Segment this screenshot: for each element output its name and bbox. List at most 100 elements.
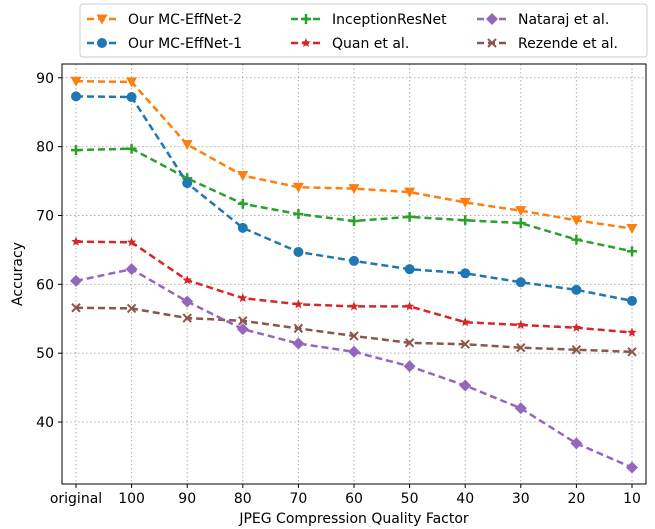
- data-point: [292, 182, 304, 193]
- series-our-mc-effnet-1: [71, 91, 637, 306]
- data-point: [237, 222, 248, 233]
- legend-label: Our MC-EffNet-2: [128, 12, 242, 28]
- data-point: [515, 277, 526, 288]
- data-point: [182, 178, 193, 189]
- data-point: [126, 92, 137, 103]
- x-tick-label: 60: [345, 491, 363, 507]
- x-tick-label: 40: [456, 491, 474, 507]
- x-tick-label: 70: [289, 491, 307, 507]
- data-point: [571, 234, 582, 245]
- data-point: [181, 295, 194, 308]
- legend-label: Quan et al.: [332, 36, 409, 52]
- data-point: [626, 461, 638, 474]
- data-point: [404, 187, 416, 198]
- legend-label: Rezende et al.: [518, 36, 618, 52]
- data-point: [571, 322, 582, 332]
- data-point: [71, 91, 81, 102]
- data-point: [293, 246, 304, 257]
- data-point: [238, 316, 248, 326]
- data-point: [348, 184, 360, 195]
- x-tick-label: 80: [234, 491, 252, 507]
- data-point: [126, 303, 137, 314]
- data-point: [238, 293, 248, 303]
- data-point: [181, 140, 193, 151]
- y-tick-label: 90: [36, 71, 54, 87]
- data-point: [570, 215, 582, 226]
- data-point: [348, 345, 360, 358]
- data-point: [237, 171, 249, 182]
- series-line: [75, 79, 633, 230]
- series-rezende-et-al: [71, 303, 637, 357]
- data-point: [71, 145, 81, 156]
- data-point: [126, 237, 137, 247]
- data-point: [515, 218, 526, 229]
- data-point: [627, 246, 637, 257]
- data-point: [627, 347, 637, 357]
- data-point: [71, 236, 81, 246]
- data-point: [126, 77, 138, 88]
- data-point: [460, 317, 470, 327]
- data-point: [182, 275, 192, 285]
- legend-entry: Our MC-EffNet-2: [87, 12, 242, 28]
- legend: Our MC-EffNet-2 Our MC-EffNet-1 InceptionR…: [79, 3, 648, 58]
- data-point: [126, 143, 137, 154]
- series-group: [70, 76, 638, 474]
- data-point: [514, 402, 527, 415]
- data-point: [627, 295, 637, 306]
- data-point: [349, 301, 359, 311]
- data-point: [404, 301, 415, 311]
- legend-swatch-marker: [97, 38, 107, 48]
- data-point: [459, 379, 472, 392]
- x-tick-label: 90: [178, 491, 196, 507]
- data-point: [349, 331, 359, 341]
- series-nataraj-et-al: [70, 263, 638, 474]
- data-point: [182, 313, 192, 323]
- data-point: [404, 264, 415, 275]
- series-quan-et-al: [71, 236, 637, 337]
- data-point: [516, 342, 526, 353]
- legend-swatch-marker: [301, 38, 311, 48]
- data-point: [403, 360, 416, 373]
- data-point: [627, 327, 637, 337]
- data-point: [460, 339, 470, 349]
- x-tick-label: 100: [118, 491, 145, 507]
- x-tick-label: original: [50, 491, 102, 507]
- x-axis-label: JPEG Compression Quality Factor: [238, 511, 469, 527]
- data-point: [293, 209, 304, 220]
- x-tick-label: 20: [567, 491, 585, 507]
- legend-entry: InceptionResNet: [291, 12, 447, 28]
- data-point: [70, 76, 82, 87]
- data-point: [71, 303, 81, 313]
- series-our-mc-effnet-2: [70, 76, 638, 235]
- legend-entry: Our MC-EffNet-1: [87, 36, 242, 52]
- data-point: [237, 198, 248, 209]
- x-tick-label: 10: [623, 491, 641, 507]
- y-tick-label: 80: [36, 140, 54, 156]
- y-tick-label: 60: [36, 277, 54, 293]
- x-tick-label: 30: [512, 491, 530, 507]
- data-point: [460, 268, 471, 279]
- data-point: [570, 437, 583, 450]
- legend-swatch-marker: [301, 14, 311, 24]
- legend-entry: Rezende et al.: [477, 36, 618, 52]
- data-point: [236, 323, 249, 336]
- data-point: [459, 197, 471, 208]
- data-point: [125, 263, 138, 276]
- legend-swatch-marker: [487, 38, 497, 48]
- data-point: [349, 215, 359, 226]
- legend-entry: Nataraj et al.: [477, 12, 609, 28]
- data-point: [293, 323, 304, 334]
- y-tick-label: 50: [36, 346, 54, 362]
- data-point: [460, 215, 471, 226]
- data-point: [571, 284, 582, 295]
- y-tick-label: 40: [36, 415, 54, 431]
- x-tick-label: 50: [401, 491, 419, 507]
- y-tick-label: 70: [36, 208, 54, 224]
- data-point: [293, 299, 304, 309]
- data-point: [626, 224, 638, 235]
- legend-label: InceptionResNet: [332, 12, 447, 28]
- legend-entry: Quan et al.: [291, 36, 409, 52]
- y-axis-label: Accuracy: [10, 242, 26, 306]
